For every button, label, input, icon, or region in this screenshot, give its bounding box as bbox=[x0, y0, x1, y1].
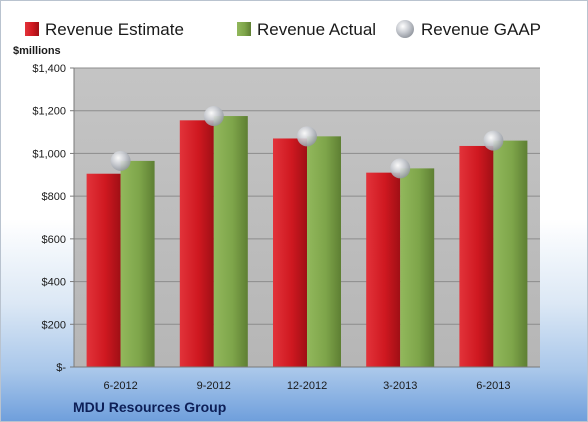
legend-swatch-actual bbox=[237, 22, 251, 36]
bar-revenue-estimate bbox=[273, 138, 307, 367]
marker-revenue-gaap bbox=[203, 106, 224, 127]
legend-marker-gaap bbox=[396, 20, 414, 38]
y-tick-label: $400 bbox=[42, 277, 66, 289]
gaap-markers bbox=[110, 106, 504, 179]
bar-revenue-estimate bbox=[459, 145, 494, 367]
x-tick-label: 6-2012 bbox=[103, 380, 137, 392]
y-tick-label: $- bbox=[56, 362, 66, 374]
y-tick-label: $1,400 bbox=[32, 63, 66, 75]
company-name: MDU Resources Group bbox=[73, 399, 226, 415]
bar-revenue-actual bbox=[120, 160, 155, 367]
x-tick-label: 6-2013 bbox=[476, 380, 510, 392]
bar-revenue-estimate bbox=[366, 172, 401, 367]
legend-label-actual: Revenue Actual bbox=[257, 20, 376, 39]
marker-revenue-gaap bbox=[297, 126, 317, 147]
y-axis-ticks: $- $200 $400 $600 $800 $1,000 $1,200 $1,400 bbox=[32, 63, 74, 374]
bar-revenue-estimate bbox=[179, 120, 214, 367]
x-tick-label: 3-2013 bbox=[383, 380, 417, 392]
legend: Revenue Estimate Revenue Actual Revenue … bbox=[25, 20, 541, 39]
x-tick-label: 9-2012 bbox=[197, 380, 231, 392]
x-tick-label: 12-2012 bbox=[287, 380, 327, 392]
bar-revenue-actual bbox=[213, 116, 248, 367]
bars bbox=[86, 116, 528, 367]
y-tick-label: $1,200 bbox=[32, 106, 66, 118]
y-tick-label: $800 bbox=[42, 191, 66, 203]
marker-revenue-gaap bbox=[483, 130, 504, 151]
bar-revenue-estimate bbox=[86, 173, 121, 367]
bar-revenue-actual bbox=[307, 136, 341, 367]
y-tick-label: $600 bbox=[42, 234, 66, 246]
legend-label-estimate: Revenue Estimate bbox=[45, 20, 184, 39]
legend-label-gaap: Revenue GAAP bbox=[421, 20, 541, 39]
y-tick-label: $1,000 bbox=[32, 148, 66, 160]
y-axis-unit-label: $millions bbox=[13, 45, 61, 57]
x-axis-categories: 6-2012 9-2012 12-2012 3-2013 6-2013 bbox=[103, 380, 510, 392]
bar-revenue-actual bbox=[400, 168, 435, 367]
marker-revenue-gaap bbox=[390, 158, 411, 179]
y-tick-label: $200 bbox=[42, 319, 66, 331]
bar-revenue-actual bbox=[493, 140, 528, 367]
marker-revenue-gaap bbox=[110, 150, 131, 171]
legend-swatch-estimate bbox=[25, 22, 39, 36]
